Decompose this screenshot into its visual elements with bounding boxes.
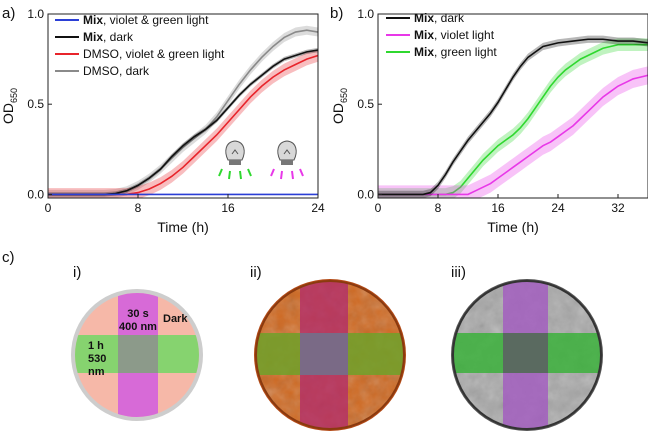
ytick-label: 1.0 <box>357 7 374 21</box>
violet-lamp-icon <box>270 140 304 180</box>
violet-time-label: 30 s 400 nm <box>119 308 157 333</box>
chart-a-plot <box>48 25 318 198</box>
violet-green-lamp-icon <box>218 140 252 180</box>
legend-label-2: DMSO, violet & green light <box>83 47 225 61</box>
xtick-label: 24 <box>311 201 325 215</box>
legend-label-0: Mix, dark <box>414 11 465 25</box>
legend-label-3: DMSO, dark <box>83 64 150 78</box>
chart-a-axes: 0 8 16 24 0.0 0.5 1.0 <box>27 7 325 215</box>
xtick-label: 16 <box>221 201 235 215</box>
plate-photo-orange <box>254 279 406 431</box>
legend-label-0: Mix, violet & green light <box>83 13 209 27</box>
plate-schematic: 30 s 400 nm Dark 1 h 530 nm <box>71 289 203 421</box>
overlap-iii <box>503 333 548 373</box>
series-line-1 <box>48 49 318 196</box>
chart-a-xlabel: Time (h) <box>157 219 209 235</box>
chart-b-xlabel: Time (h) <box>487 219 539 235</box>
plate-label-i: i) <box>73 264 81 281</box>
chart-a-frame <box>47 13 319 199</box>
chart-b-legend: Mix, dark Mix, violet light Mix, green lig… <box>386 11 497 59</box>
chart-a-legend: Mix, violet & green light Mix, dark DMSO, … <box>55 13 225 78</box>
series-line-1 <box>378 74 648 196</box>
chart-a-ylabel: OD650 <box>0 88 19 124</box>
overlap-region <box>118 335 158 373</box>
chart-b-ylabel: OD650 <box>330 88 349 124</box>
plate-label-ii: ii) <box>250 264 262 281</box>
chart-b-axes: 0 8 16 24 32 0.0 0.5 1.0 <box>357 7 625 215</box>
series-band-2 <box>378 38 648 198</box>
chart-b-frame <box>377 13 648 199</box>
xtick-label: 0 <box>45 201 52 215</box>
series-line-2 <box>378 43 648 196</box>
legend-label-2: Mix, green light <box>414 45 497 59</box>
legend-label-1: Mix, dark <box>83 30 134 44</box>
xtick-label: 8 <box>135 201 142 215</box>
ytick-label: 0.5 <box>357 97 374 111</box>
xtick-label: 32 <box>611 201 625 215</box>
dark-label: Dark <box>163 313 188 325</box>
legend-label-1: Mix, violet light <box>414 28 495 42</box>
chart-b: 0 8 16 24 32 0.0 0.5 1.0 Time (h) OD650 Mix, da… <box>330 7 648 235</box>
ytick-label: 0.0 <box>357 187 374 201</box>
panel-label-b: b) <box>330 5 343 22</box>
green-time-label: 1 h 530 nm <box>88 340 106 378</box>
ytick-label: 0.0 <box>27 187 44 201</box>
ytick-label: 0.5 <box>27 97 44 111</box>
panel-label-a: a) <box>2 5 15 22</box>
series-line-0 <box>378 38 648 196</box>
chart-a: 0 8 16 24 0.0 0.5 1.0 Time (h) OD650 Mix, viol… <box>0 7 325 235</box>
chart-b-plot <box>378 35 648 198</box>
panel-label-c: c) <box>2 249 15 266</box>
overlap-ii <box>300 333 348 375</box>
ytick-label: 1.0 <box>27 7 44 21</box>
xtick-label: 24 <box>551 201 565 215</box>
xtick-label: 8 <box>435 201 442 215</box>
series-line-2 <box>48 54 318 196</box>
xtick-label: 0 <box>375 201 382 215</box>
xtick-label: 16 <box>491 201 505 215</box>
plate-label-iii: iii) <box>451 264 466 281</box>
plate-photo-gray <box>451 279 603 431</box>
series-band-1 <box>378 66 648 198</box>
